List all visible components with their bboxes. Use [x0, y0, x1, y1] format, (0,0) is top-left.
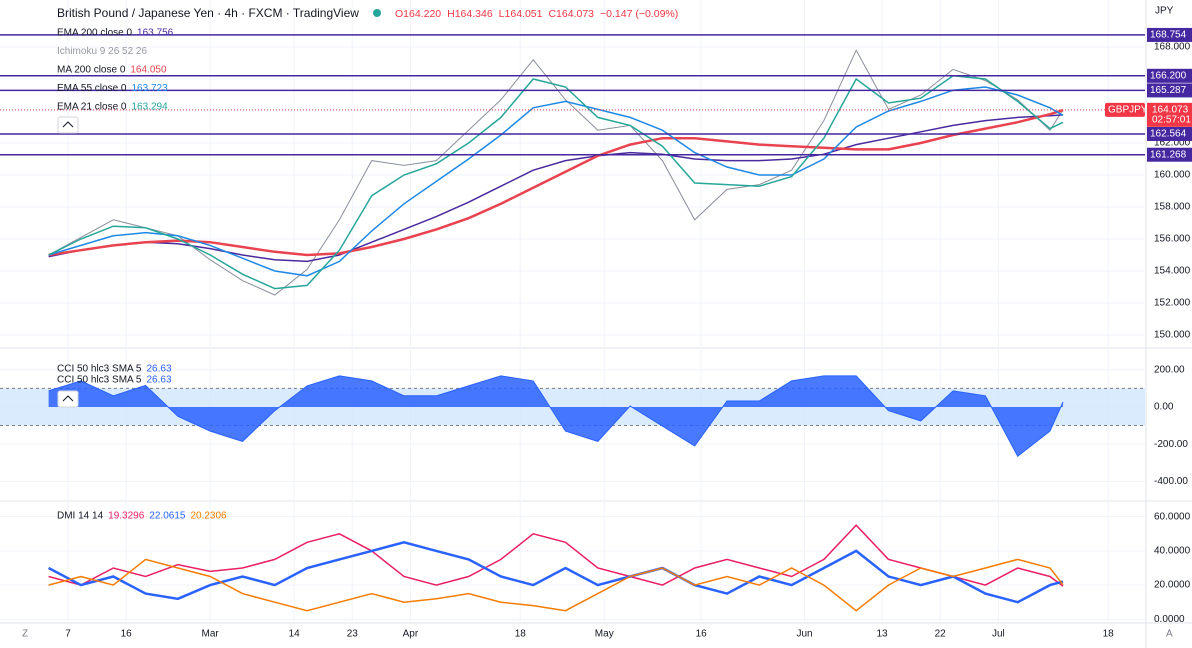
legend-name: CCI 50 hlc3 SMA 5 — [57, 375, 142, 386]
ohlc-value: −0.147 (−0.09%) — [600, 8, 678, 20]
legend-value: 22.0615 — [149, 511, 186, 522]
collapse-icon — [62, 121, 74, 128]
legend-value: 163.723 — [131, 83, 168, 94]
series-line — [48, 49, 1064, 296]
x-tick-label: 22 — [935, 629, 947, 640]
level-tag — [1147, 27, 1192, 42]
legend-name: Ichimoku 9 26 52 26 — [57, 46, 147, 57]
y-tick-label: 156.000 — [1154, 234, 1191, 245]
ohlc-value: H164.346 — [447, 8, 493, 20]
y-tick-label: -400.00 — [1154, 476, 1188, 487]
y-tick-label: -200.00 — [1154, 439, 1188, 450]
cci-area — [48, 375, 1064, 457]
series-line — [48, 375, 1064, 458]
level-tag — [1147, 147, 1192, 162]
level-label: 166.200 — [1150, 70, 1187, 81]
y-tick-label: 0.00 — [1154, 402, 1174, 413]
legend-value: 19.3296 — [108, 511, 145, 522]
x-tick-label: 16 — [696, 629, 708, 640]
series-line — [48, 524, 1064, 587]
x-tick-label: Mar — [202, 629, 220, 640]
x-tick-label: 18 — [1103, 629, 1115, 640]
level-label: 165.287 — [1150, 85, 1187, 96]
x-tick-label: 14 — [289, 629, 301, 640]
level-tag — [1147, 126, 1192, 141]
collapse-button[interactable] — [57, 116, 79, 134]
series-line — [48, 86, 1064, 277]
y-tick-label: 168.000 — [1154, 42, 1191, 53]
symbol-label: GBPJPY — [1108, 104, 1148, 115]
x-tick-label: 18 — [515, 629, 527, 640]
y-tick-label: 60.0000 — [1154, 511, 1191, 522]
overlay: British Pound / Japanese Yen · 4h · FXCM… — [22, 6, 1192, 640]
legend-value: 163.294 — [131, 102, 168, 113]
last-price-label: 164.073 — [1152, 104, 1189, 115]
level-label: 161.268 — [1150, 149, 1187, 160]
ohlc-value: O164.220 — [395, 8, 441, 20]
auto-scale-button[interactable]: A — [1166, 629, 1173, 640]
x-tick-label: 7 — [65, 629, 71, 640]
y-tick-label: 154.000 — [1154, 266, 1191, 277]
legend-name: DMI 14 14 — [57, 511, 104, 522]
grid — [0, 0, 1145, 622]
legend-value: 20.2306 — [190, 511, 227, 522]
x-tick-label: 13 — [876, 629, 888, 640]
last-price-tag — [1147, 102, 1192, 127]
y-tick-label: 158.000 — [1154, 202, 1191, 213]
level-tag — [1147, 83, 1192, 98]
symbol-tag — [1105, 102, 1145, 117]
ohlc-value: L164.051 — [499, 8, 543, 20]
legend-name: CCI 50 hlc3 SMA 5 — [57, 364, 142, 375]
legend-name: EMA 21 close 0 — [57, 102, 127, 113]
x-tick-label: 23 — [347, 629, 359, 640]
y-tick-label: 200.00 — [1154, 364, 1185, 375]
y-tick-label: 162.000 — [1154, 138, 1191, 149]
x-tick-label: Jul — [992, 629, 1005, 640]
collapse-button[interactable] — [57, 390, 79, 408]
ohlc-value: C164.073 — [548, 8, 594, 20]
market-status — [373, 9, 381, 17]
legend-value: 164.050 — [130, 65, 167, 76]
x-tick-label: Jun — [796, 629, 812, 640]
legend-name: EMA 55 close 0 — [57, 83, 127, 94]
y-tick-label: 0.0000 — [1154, 614, 1185, 625]
series-line — [48, 109, 1064, 257]
legend-value: 163.756 — [137, 28, 174, 39]
level-label: 168.754 — [1150, 30, 1187, 41]
legend-value: 26.63 — [146, 375, 171, 386]
y-tick-label: 160.000 — [1154, 170, 1191, 181]
plot — [0, 34, 1145, 612]
y-tick-label: 152.000 — [1154, 298, 1191, 309]
x-tick-label: Apr — [403, 629, 419, 640]
legend-name: EMA 200 close 0 — [57, 28, 132, 39]
zoom-button[interactable]: Z — [22, 629, 28, 640]
legend-name: MA 200 close 0 — [57, 65, 126, 76]
x-tick-label: 16 — [121, 629, 133, 640]
collapse-icon — [62, 395, 74, 402]
y-tick-label: 20.0000 — [1154, 580, 1191, 591]
series-line — [48, 75, 1064, 290]
y-tick-label: 150.000 — [1154, 330, 1191, 341]
series-line — [48, 558, 1064, 612]
level-label: 162.564 — [1150, 129, 1187, 140]
countdown: 02:57:01 — [1152, 114, 1191, 125]
y-tick-label: 40.0000 — [1154, 546, 1191, 557]
currency-menu[interactable]: JPY — [1155, 6, 1174, 17]
x-tick-label: May — [595, 629, 614, 640]
legend-value: 26.63 — [146, 364, 171, 375]
level-tag — [1147, 68, 1192, 83]
symbol-title: British Pound / Japanese Yen · 4h · FXCM… — [57, 6, 359, 20]
